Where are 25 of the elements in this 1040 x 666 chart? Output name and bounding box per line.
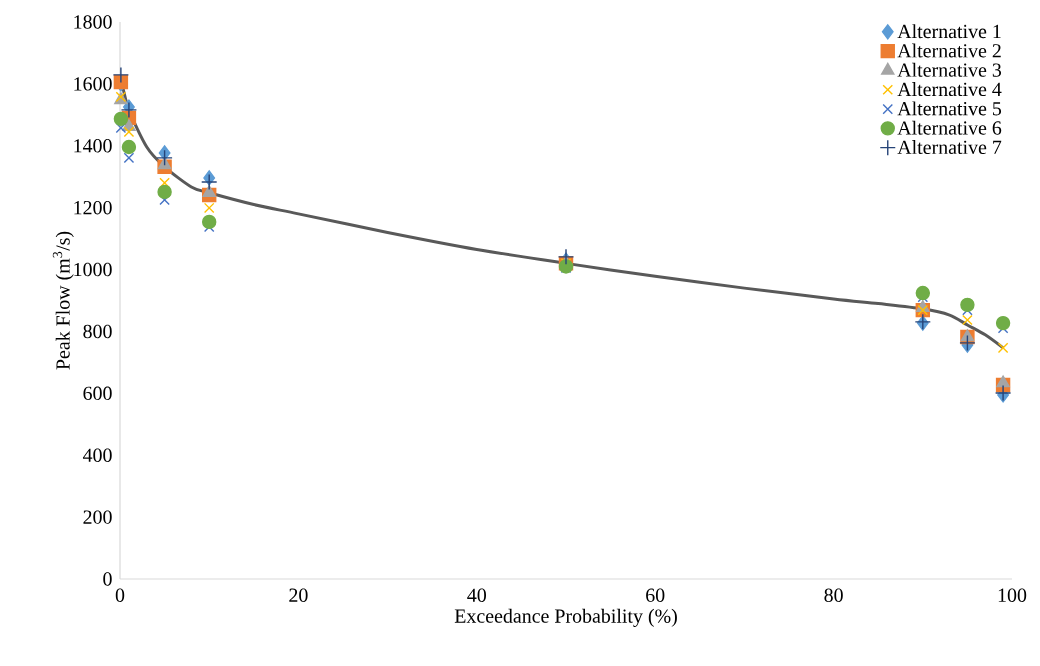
x-tick-label: 20: [289, 588, 308, 602]
x-tick-label: 0: [115, 588, 125, 602]
y-tick-label: 1000: [74, 262, 112, 277]
legend-label: Alternative 2: [897, 43, 1001, 58]
legend-label: Alternative 6: [897, 120, 1002, 135]
legend-label: Alternative 5: [897, 101, 1002, 116]
y-tick-label: 0: [103, 572, 112, 586]
legend-label: Alternative 7: [897, 140, 1002, 155]
y-tick-label: 1600: [74, 77, 112, 91]
x-tick-label: 100: [998, 588, 1027, 602]
y-tick-label: 1200: [74, 200, 112, 215]
x-tick-label: 60: [646, 588, 665, 602]
y-tick-label: 1400: [74, 139, 112, 153]
y-tick-label: 200: [83, 510, 112, 524]
x-tick-label: 40: [467, 588, 487, 602]
legend-label: Alternative 1: [897, 24, 1001, 39]
legend-label: Alternative 3: [897, 62, 1002, 77]
y-axis-title: Peak Flow (m$^{3}$/s): [52, 231, 74, 370]
x-tick-label: 80: [824, 588, 843, 602]
y-tick-label: 400: [82, 448, 112, 462]
y-tick-label: 1800: [74, 15, 112, 29]
legend-label: Alternative 4: [897, 82, 1002, 97]
x-axis-title: Exceedance Probability (%): [454, 608, 677, 627]
y-tick-label: 600: [83, 386, 112, 401]
y-tick-label: 800: [83, 324, 112, 339]
